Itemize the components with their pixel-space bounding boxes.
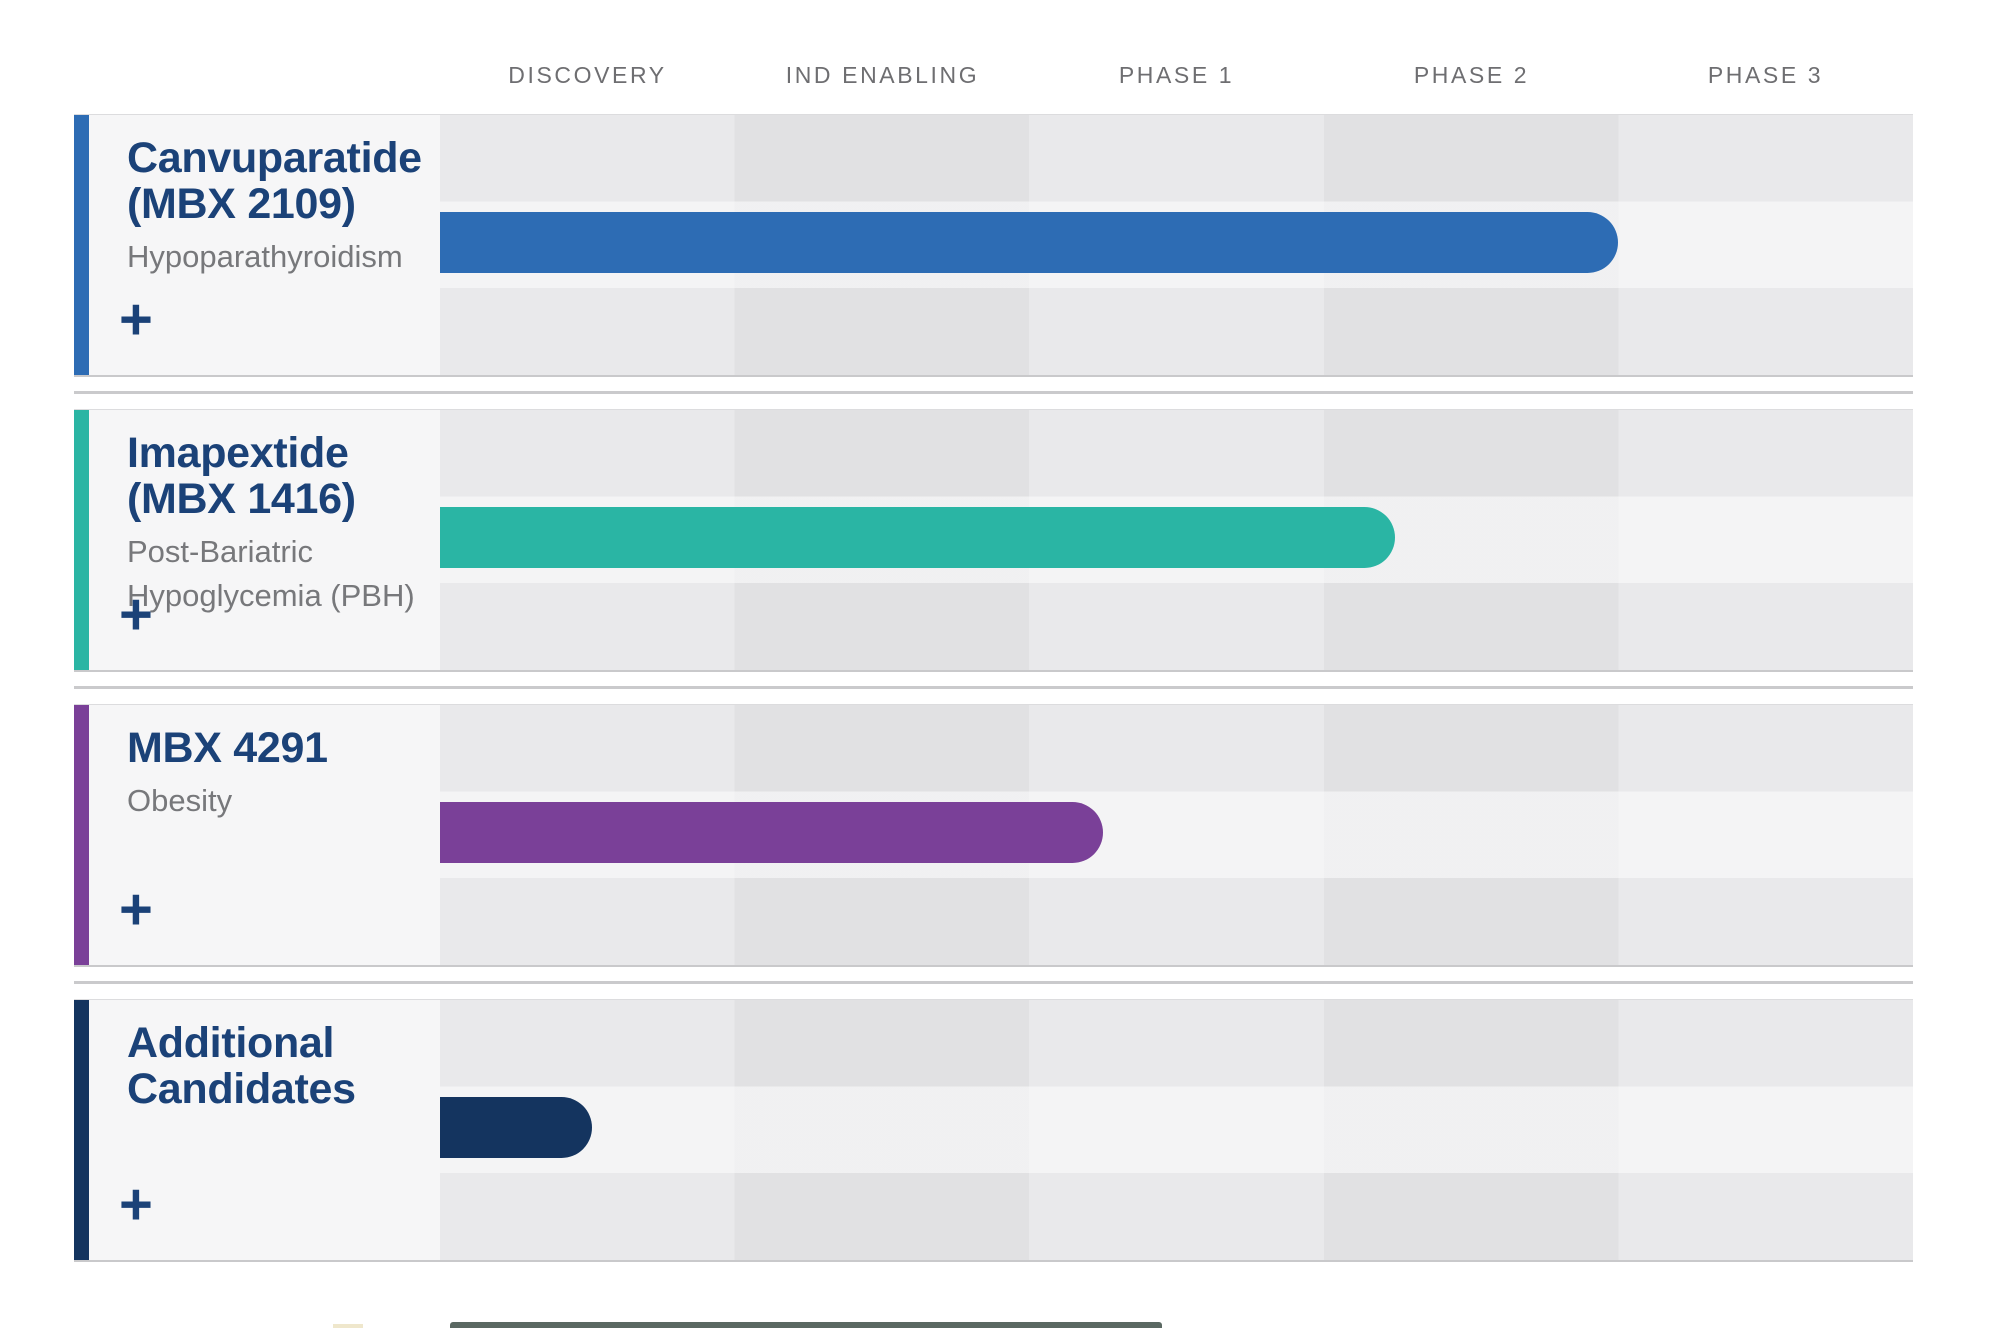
phase-column-header-ind-enabling: IND ENABLING xyxy=(785,62,980,88)
pipeline-row-additional-candidates: Additional Candidates + xyxy=(74,999,1913,1262)
candidate-title: MBX 4291 xyxy=(127,725,440,771)
phase-column-header-discovery: DISCOVERY xyxy=(508,62,667,88)
candidate-title: Canvuparatide (MBX 2109) xyxy=(127,135,440,227)
phase-grid xyxy=(440,410,1913,670)
candidate-label-panel: MBX 4291 Obesity + xyxy=(89,705,440,965)
candidate-title-line1: Imapextide xyxy=(127,429,349,477)
pipeline-row-mbx-4291: MBX 4291 Obesity + xyxy=(74,704,1913,967)
indication-line1: Obesity xyxy=(127,783,233,818)
row-separator xyxy=(74,391,1913,394)
candidate-title-line1: Canvuparatide xyxy=(127,134,422,182)
phase-column-header-phase-3: PHASE 3 xyxy=(1707,62,1824,88)
candidate-title: Additional Candidates xyxy=(127,1020,440,1112)
candidate-title-line2: (MBX 1416) xyxy=(127,475,356,523)
candidate-label-panel: Canvuparatide (MBX 2109) Hypoparathyroid… xyxy=(89,115,440,375)
row-accent-bar xyxy=(74,705,89,965)
candidate-label-panel: Additional Candidates + xyxy=(89,1000,440,1260)
pipeline-bar xyxy=(440,1097,592,1158)
expand-row-button[interactable]: + xyxy=(119,877,153,942)
below-fold-yellow-fragment xyxy=(333,1324,363,1328)
row-accent-bar xyxy=(74,115,89,375)
candidate-title-line1: MBX 4291 xyxy=(127,724,328,772)
expand-row-button[interactable]: + xyxy=(119,287,153,352)
candidate-indication: Post-Bariatric Hypoglycemia (PBH) xyxy=(127,530,440,618)
indication-line1: Hypoparathyroidism xyxy=(127,239,403,274)
row-separator xyxy=(74,981,1913,984)
expand-row-button[interactable]: + xyxy=(119,1172,153,1237)
indication-line1: Post-Bariatric xyxy=(127,534,314,569)
phase-grid xyxy=(440,1000,1913,1260)
indication-line2: Hypoglycemia (PBH) xyxy=(127,578,415,613)
candidate-title-line1: Additional xyxy=(127,1019,335,1067)
row-accent-bar xyxy=(74,410,89,670)
below-fold-dark-bar-fragment xyxy=(450,1322,1162,1328)
candidate-indication: Obesity xyxy=(127,779,440,823)
expand-row-button[interactable]: + xyxy=(119,582,153,647)
row-separator xyxy=(74,686,1913,689)
candidate-title-line2: Candidates xyxy=(127,1065,356,1113)
phase-grid xyxy=(440,115,1913,375)
phase-column-header-phase-1: PHASE 1 xyxy=(1118,62,1235,88)
pipeline-row-canvuparatide: Canvuparatide (MBX 2109) Hypoparathyroid… xyxy=(74,114,1913,377)
candidate-indication: Hypoparathyroidism xyxy=(127,235,440,279)
pipeline-bar xyxy=(440,507,1395,568)
row-accent-bar xyxy=(74,1000,89,1260)
candidate-label-panel: Imapextide (MBX 1416) Post-Bariatric Hyp… xyxy=(89,410,440,670)
phase-column-header-phase-2: PHASE 2 xyxy=(1413,62,1530,88)
candidate-title-line2: (MBX 2109) xyxy=(127,180,356,228)
phase-grid xyxy=(440,705,1913,965)
pipeline-row-imapextide: Imapextide (MBX 1416) Post-Bariatric Hyp… xyxy=(74,409,1913,672)
pipeline-bar xyxy=(440,212,1619,273)
pipeline-bar xyxy=(440,802,1103,863)
candidate-title: Imapextide (MBX 1416) xyxy=(127,430,440,522)
